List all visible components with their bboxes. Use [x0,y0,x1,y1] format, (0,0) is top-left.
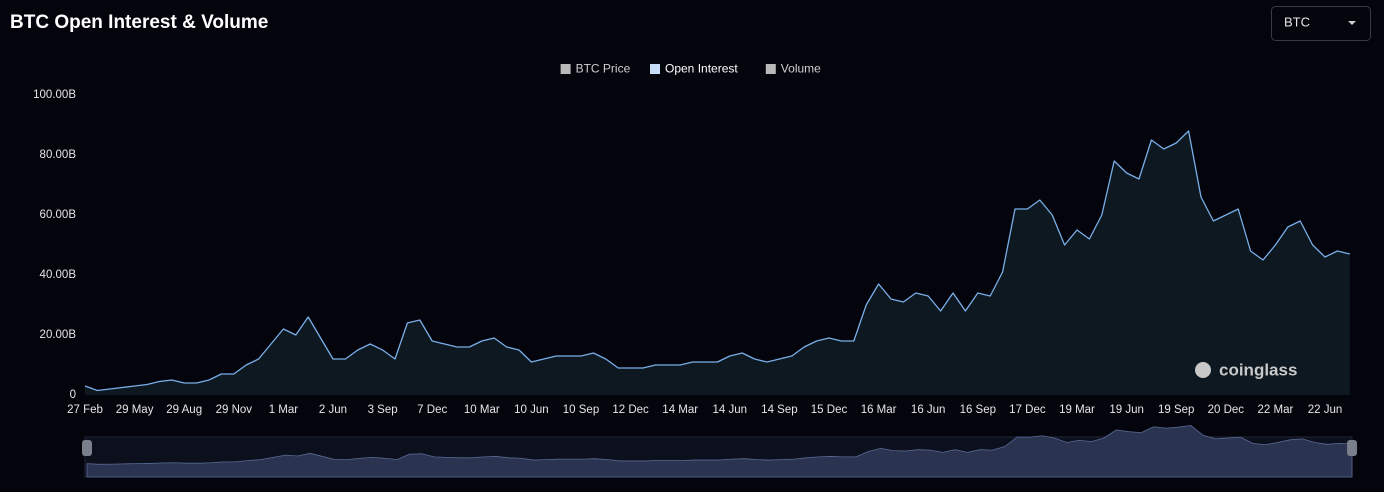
y-tick-label: 60.00B [40,209,77,221]
x-tick-label: 14 Sep [761,404,797,416]
x-tick-label: 16 Mar [861,404,897,416]
x-tick-label: 19 Sep [1158,404,1194,416]
watermark: coinglass [1219,360,1297,379]
y-tick-label: 0 [70,389,76,401]
x-tick-label: 7 Dec [417,404,447,416]
legend-swatch[interactable] [765,64,776,74]
overview-area [86,424,1353,478]
x-tick-label: 29 Nov [216,404,253,416]
y-tick-label: 20.00B [40,329,77,341]
selector[interactable]: BTC [1271,6,1371,41]
watermark-logo [1195,362,1211,378]
x-tick-label: 10 Sep [563,404,599,416]
x-tick-label: 19 Jun [1109,404,1144,416]
legend-label[interactable]: BTC Price [576,62,631,76]
x-tick-label: 22 Mar [1258,404,1294,416]
x-tick-label: 16 Sep [960,404,996,416]
selector-box[interactable] [1271,6,1371,41]
y-tick-label: 40.00B [40,269,77,281]
chart-title: BTC Open Interest & Volume [10,12,268,33]
zoom-handle[interactable] [82,440,92,456]
y-tick-label: 100.00B [33,89,76,101]
zoom-handle[interactable] [1347,440,1357,456]
x-tick-label: 14 Jun [713,404,748,416]
area-fill [85,131,1350,395]
x-tick-label: 14 Mar [662,404,698,416]
x-tick-label: 10 Mar [464,404,500,416]
legend-label[interactable]: Volume [781,62,821,76]
x-tick-label: 16 Jun [911,404,946,416]
x-tick-label: 29 May [116,404,154,416]
x-tick-label: 20 Dec [1208,404,1245,416]
x-tick-label: 2 Jun [319,404,347,416]
y-tick-label: 80.00B [40,149,77,161]
dropdown-arrow[interactable] [1348,21,1356,25]
x-tick-label: 27 Feb [67,404,103,416]
x-tick-label: 22 Jun [1308,404,1343,416]
x-tick-label: 15 Dec [811,404,848,416]
x-tick-label: 17 Dec [1009,404,1046,416]
x-tick-label: 3 Sep [368,404,398,416]
legend-swatch[interactable] [560,64,571,74]
x-tick-label: 29 Aug [166,404,202,416]
legend-swatch[interactable] [650,64,660,74]
series-line [84,130,1350,392]
x-tick-label: 1 Mar [269,404,299,416]
legend-label[interactable]: Open Interest [665,62,738,76]
x-tick-label: 10 Jun [514,404,549,416]
x-tick-label: 19 Mar [1059,404,1095,416]
x-tick-label: 12 Dec [612,404,649,416]
selector-label[interactable]: BTC [1284,14,1310,29]
